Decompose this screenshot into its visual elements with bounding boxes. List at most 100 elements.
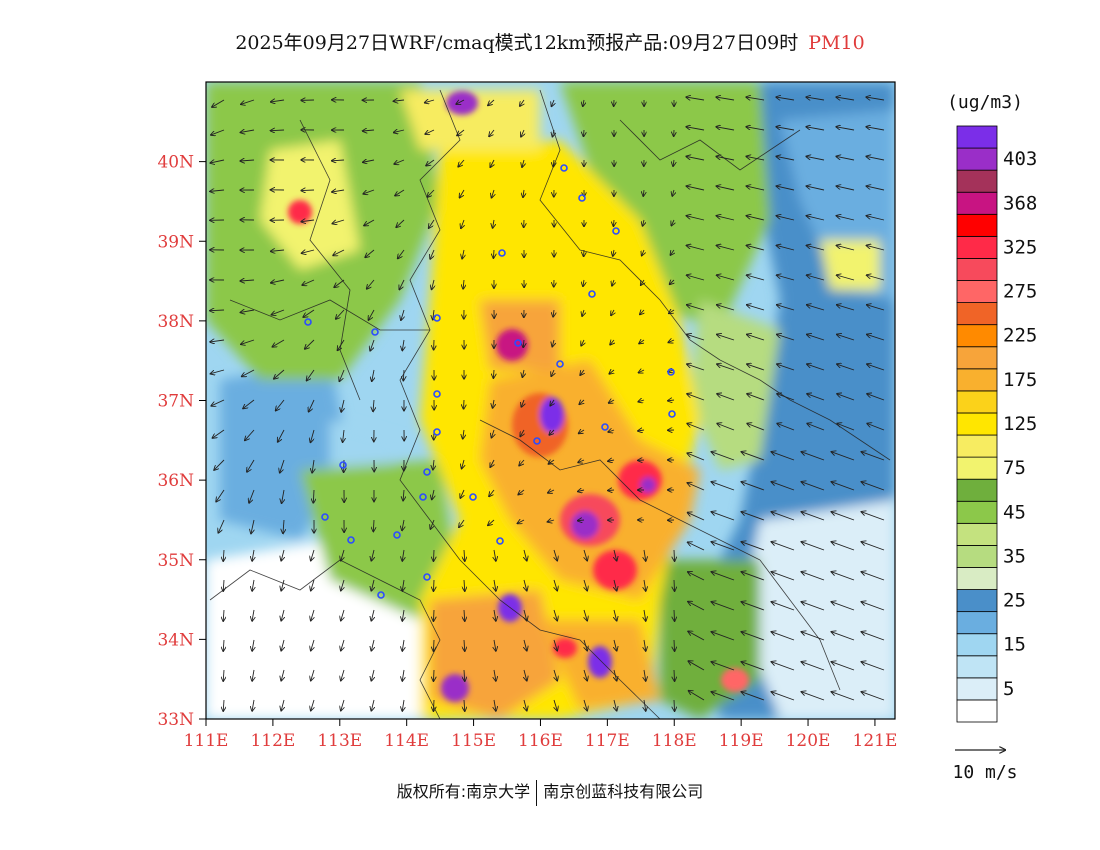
wind-arrow — [301, 190, 315, 191]
wind-arrow — [717, 334, 735, 341]
wind-arrow — [831, 482, 855, 491]
legend-swatch — [956, 280, 998, 303]
wind-arrow — [278, 429, 285, 442]
field-north-yellow — [400, 90, 540, 150]
wind-arrow — [402, 339, 404, 350]
wind-arrow — [861, 632, 885, 641]
wind-arrow — [670, 280, 674, 284]
wind-arrow — [584, 669, 587, 681]
wind-arrow — [460, 489, 464, 498]
legend-swatch — [956, 655, 998, 679]
wind-arrow — [837, 216, 855, 221]
wind-arrow — [687, 216, 705, 221]
wind-arrow — [240, 280, 255, 281]
wind-arrow — [462, 459, 464, 468]
wind-arrow — [402, 639, 404, 651]
wind-arrow — [554, 609, 557, 621]
hotspot-1-core — [540, 397, 564, 433]
legend-swatch — [956, 191, 998, 215]
wind-arrow — [463, 279, 464, 289]
copyright-right: 南京创蓝科技有限公司 — [543, 782, 704, 801]
wind-arrow — [551, 369, 554, 376]
wind-arrow — [674, 669, 675, 681]
wind-arrow — [212, 99, 225, 107]
wind-arrow — [252, 549, 254, 561]
wind-arrow — [579, 400, 584, 404]
city-marker — [339, 461, 347, 469]
wind-arrow — [433, 669, 434, 681]
wind-arrow — [457, 129, 465, 135]
wind-arrow — [746, 156, 765, 161]
wind-arrow — [861, 662, 885, 671]
wind-arrow — [394, 130, 405, 132]
wind-arrow — [494, 699, 496, 711]
wind-arrow — [771, 512, 795, 521]
wind-arrow — [210, 190, 225, 191]
wind-arrow — [861, 482, 885, 491]
wind-arrow — [302, 250, 315, 253]
wind-arrow — [372, 369, 374, 381]
wind-arrow — [671, 219, 674, 226]
city-marker — [393, 531, 401, 539]
legend-swatch — [956, 390, 998, 414]
wind-arrow — [831, 662, 855, 671]
wind-arrow — [687, 364, 705, 371]
wind-arrow — [399, 279, 405, 289]
wind-arrow — [831, 602, 855, 611]
wind-arrow — [583, 129, 584, 136]
wind-arrow — [807, 275, 825, 281]
wind-arrow — [741, 692, 765, 701]
wind-arrow — [394, 159, 405, 164]
city-marker — [304, 318, 312, 326]
wind-arrow — [271, 250, 285, 251]
field-liaoning-yellow — [820, 240, 880, 290]
wind-arrow — [716, 97, 735, 100]
wind-arrow — [371, 639, 374, 651]
wind-arrow — [686, 186, 705, 191]
wind-arrow — [777, 394, 795, 401]
boundary-4 — [479, 419, 761, 561]
wind-arrow — [717, 364, 735, 371]
legend-swatch — [956, 258, 998, 281]
wind-arrow — [801, 572, 825, 581]
city-marker — [419, 493, 427, 501]
wind-arrow — [747, 424, 765, 431]
legend-swatch — [956, 677, 998, 701]
city-marker — [496, 537, 504, 545]
wind-arrow — [807, 364, 825, 371]
wind-arrow — [554, 549, 557, 561]
wind-arrow — [639, 370, 645, 373]
wind-arrow — [687, 245, 705, 251]
wind-arrow — [716, 156, 735, 161]
wind-arrow — [402, 699, 404, 711]
legend-label-368: 368 — [1003, 192, 1037, 214]
legend-swatch — [956, 611, 998, 635]
wind-arrow — [210, 310, 225, 311]
wind-arrow — [688, 572, 705, 581]
wind-arrow — [494, 669, 496, 681]
wind-arrow — [274, 369, 285, 379]
wind-arrow — [371, 549, 374, 561]
wind-arrow — [394, 100, 405, 101]
legend-swatch — [956, 324, 998, 348]
wind-arrow — [807, 334, 825, 341]
wind-arrow — [311, 579, 314, 591]
wind-arrow — [807, 216, 825, 221]
wind-arrow — [223, 549, 224, 561]
wind-arrow — [456, 99, 465, 104]
wind-arrow — [223, 579, 224, 591]
wind-arrow — [687, 394, 705, 401]
wind-arrow — [806, 97, 825, 100]
wind-arrow — [688, 631, 705, 641]
wind-arrow — [311, 669, 314, 681]
wind-arrow — [371, 579, 374, 591]
wind-arrow — [464, 579, 465, 591]
boundary-3 — [539, 89, 721, 361]
wind-arrow — [252, 669, 254, 681]
wind-arrow — [776, 127, 795, 131]
wind-arrow — [401, 309, 404, 320]
latitude-labels: 33N 34N 35N 36N 37N 38N 39N 40N — [157, 153, 194, 730]
wind-arrow — [214, 459, 225, 470]
wind-arrow — [831, 512, 855, 521]
wind-arrow — [837, 275, 855, 281]
